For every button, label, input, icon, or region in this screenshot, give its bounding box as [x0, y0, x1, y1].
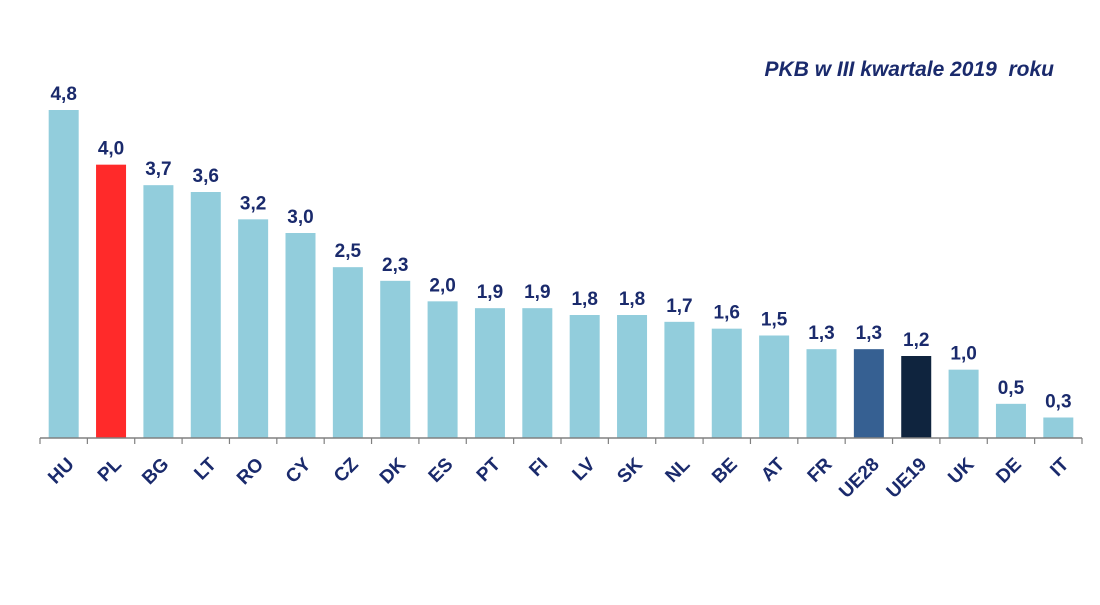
bar-lv	[569, 315, 600, 438]
x-tick-label-fr: FR	[804, 454, 837, 487]
x-tick-label-pt: PT	[473, 454, 505, 486]
data-label-ue19: 1,2	[903, 330, 929, 351]
x-tick-label-dk: DK	[376, 454, 410, 488]
data-label-de: 0,5	[998, 378, 1025, 399]
data-label-uk: 1,0	[950, 344, 976, 365]
bar-pt	[474, 308, 505, 438]
data-label-fr: 1,3	[808, 323, 834, 344]
x-tick-label-pl: PL	[94, 454, 126, 486]
x-tick-label-ue28: UE28	[835, 454, 883, 502]
data-label-ue28: 1,3	[856, 323, 882, 344]
data-label-be: 1,6	[714, 303, 740, 324]
x-tick-label-be: BE	[708, 454, 742, 488]
bar-ue28	[853, 349, 884, 438]
bar-de	[995, 403, 1026, 438]
x-tick-label-ue19: UE19	[883, 454, 931, 502]
bar-sk	[617, 315, 648, 438]
bar-nl	[664, 321, 695, 438]
x-tick-label-cz: CZ	[330, 454, 363, 487]
bar-ro	[238, 219, 269, 438]
x-tick-label-de: DE	[992, 454, 1026, 488]
data-label-fi: 1,9	[524, 282, 550, 303]
bar-es	[427, 301, 458, 438]
x-tick-label-sk: SK	[613, 454, 647, 488]
x-tick-label-bg: BG	[138, 454, 173, 489]
chart-title: PKB w III kwartale 2019 roku	[764, 58, 1054, 81]
data-label-cy: 3,0	[287, 207, 313, 228]
x-tick-label-it: IT	[1046, 454, 1073, 481]
x-tick-label-cy: CY	[282, 454, 316, 488]
data-label-hu: 4,8	[50, 84, 76, 105]
bar-be	[711, 328, 742, 438]
data-label-pl: 4,0	[98, 139, 124, 160]
data-label-it: 0,3	[1045, 392, 1071, 413]
bar-uk	[948, 369, 979, 438]
data-label-nl: 1,7	[666, 296, 692, 317]
bar-hu	[48, 110, 79, 438]
data-label-bg: 3,7	[145, 159, 171, 180]
data-label-ro: 3,2	[240, 193, 266, 214]
x-tick-label-at: AT	[757, 454, 789, 486]
bar-cz	[332, 267, 363, 438]
data-label-pt: 1,9	[477, 282, 503, 303]
bar-it	[1043, 417, 1074, 438]
data-label-dk: 2,3	[382, 255, 408, 276]
x-tick-label-nl: NL	[662, 454, 695, 487]
bar-dk	[380, 280, 411, 438]
bar-at	[759, 335, 790, 438]
x-tick-label-uk: UK	[944, 454, 978, 488]
data-label-sk: 1,8	[619, 289, 645, 310]
bar-lt	[190, 192, 221, 438]
data-label-cz: 2,5	[335, 241, 362, 262]
x-tick-label-fi: FI	[525, 454, 552, 481]
x-tick-label-lv: LV	[569, 454, 600, 485]
bar-bg	[143, 185, 174, 438]
data-label-es: 2,0	[429, 275, 455, 296]
data-label-at: 1,5	[761, 310, 788, 331]
x-tick-label-hu: HU	[44, 454, 78, 488]
bar-ue19	[901, 356, 932, 438]
x-tick-label-lt: LT	[190, 454, 221, 485]
data-label-lv: 1,8	[571, 289, 597, 310]
data-label-lt: 3,6	[193, 166, 219, 187]
x-tick-label-ro: RO	[233, 454, 268, 489]
bar-fr	[806, 349, 837, 438]
bar-fi	[522, 308, 553, 438]
bar-pl	[96, 164, 127, 438]
bar-cy	[285, 233, 316, 438]
x-tick-label-es: ES	[425, 454, 458, 487]
